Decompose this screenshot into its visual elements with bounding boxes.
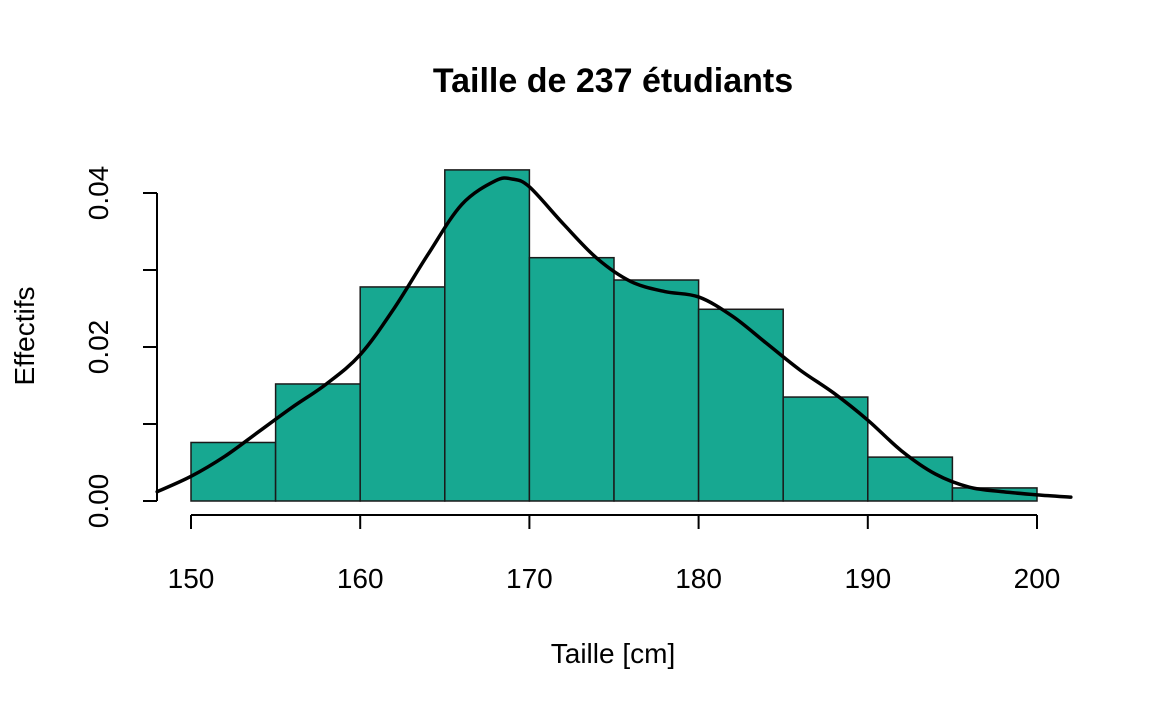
y-tick-label: 0.02 <box>83 320 114 375</box>
histogram-bar <box>444 169 531 502</box>
x-axis-label: Taille [cm] <box>551 638 675 669</box>
x-axis: 150 160 170 180 190 200 <box>168 514 1061 594</box>
histogram-bar <box>613 279 700 502</box>
y-tick-label: 0.00 <box>83 474 114 529</box>
histogram-bar <box>359 286 446 502</box>
y-axis-label: Effectifs <box>9 286 40 385</box>
x-tick-label: 150 <box>168 563 215 594</box>
histogram-bar <box>697 308 784 502</box>
x-tick-label: 190 <box>844 563 891 594</box>
histogram-bar <box>274 383 361 502</box>
chart-title: Taille de 237 étudiants <box>433 62 793 100</box>
density-curve <box>155 176 1073 499</box>
x-tick-label: 160 <box>337 563 384 594</box>
y-axis: 0.00 0.02 0.04 <box>83 166 158 529</box>
x-tick-label: 200 <box>1014 563 1061 594</box>
bars-group <box>190 169 1038 502</box>
histogram-bar <box>528 256 615 502</box>
histogram-bar <box>867 456 954 502</box>
histogram-bar <box>782 396 869 502</box>
x-tick-label: 180 <box>675 563 722 594</box>
x-tick-label: 170 <box>506 563 553 594</box>
y-tick-label: 0.04 <box>83 166 114 221</box>
